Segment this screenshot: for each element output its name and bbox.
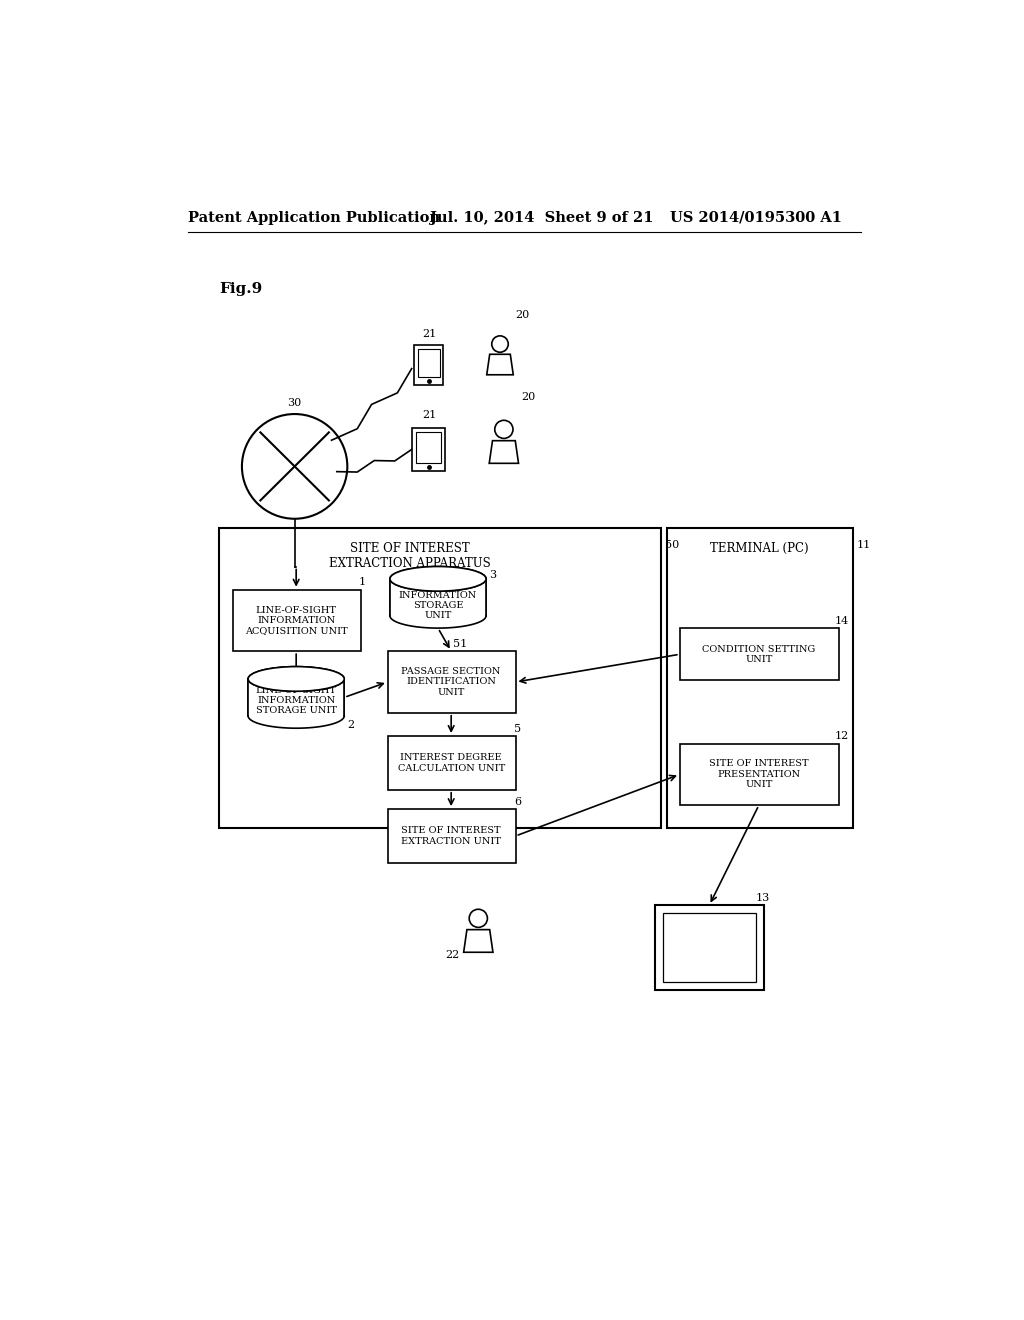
Text: 5: 5 — [514, 723, 521, 734]
Text: CONDITION SETTING
UNIT: CONDITION SETTING UNIT — [702, 644, 815, 664]
Text: LINE-OF-SIGHT
INFORMATION
ACQUISITION UNIT: LINE-OF-SIGHT INFORMATION ACQUISITION UN… — [245, 606, 347, 635]
Text: 14: 14 — [835, 616, 849, 626]
Bar — [667, 528, 853, 829]
Polygon shape — [489, 441, 518, 463]
Ellipse shape — [390, 566, 486, 591]
Polygon shape — [464, 929, 493, 952]
Bar — [417, 432, 441, 463]
Text: 20: 20 — [521, 392, 536, 403]
Text: Jul. 10, 2014  Sheet 9 of 21: Jul. 10, 2014 Sheet 9 of 21 — [430, 211, 653, 224]
Text: 2: 2 — [347, 721, 354, 730]
Bar — [388, 651, 515, 713]
Bar — [232, 590, 360, 651]
Bar — [388, 809, 515, 863]
Text: 20: 20 — [515, 310, 529, 321]
Ellipse shape — [390, 566, 486, 591]
Text: 6: 6 — [514, 797, 521, 807]
Text: 11: 11 — [856, 540, 870, 549]
Bar — [680, 743, 839, 805]
Bar — [388, 737, 515, 789]
Ellipse shape — [390, 603, 486, 628]
Bar — [390, 578, 486, 615]
Bar — [680, 628, 839, 681]
Text: GRID
INFORMATION
STORAGE
UNIT: GRID INFORMATION STORAGE UNIT — [399, 581, 477, 620]
Text: LINE-OF-SIGHT
INFORMATION
STORAGE UNIT: LINE-OF-SIGHT INFORMATION STORAGE UNIT — [256, 685, 337, 715]
Text: 21: 21 — [423, 411, 437, 420]
Text: INTEREST DEGREE
CALCULATION UNIT: INTEREST DEGREE CALCULATION UNIT — [397, 754, 505, 772]
Text: 51: 51 — [453, 639, 467, 649]
Ellipse shape — [248, 667, 344, 692]
Bar — [248, 678, 344, 715]
Text: SITE OF INTEREST
PRESENTATION
UNIT: SITE OF INTEREST PRESENTATION UNIT — [709, 759, 809, 789]
Text: US 2014/0195300 A1: US 2014/0195300 A1 — [671, 211, 843, 224]
Text: SITE OF INTEREST
EXTRACTION APPARATUS: SITE OF INTEREST EXTRACTION APPARATUS — [329, 543, 490, 570]
Bar — [414, 345, 443, 385]
Bar — [655, 906, 764, 990]
Text: 13: 13 — [756, 894, 770, 903]
Bar — [248, 715, 345, 729]
Bar — [219, 528, 662, 829]
Text: Patent Application Publication: Patent Application Publication — [188, 211, 440, 224]
Text: Fig.9: Fig.9 — [219, 281, 263, 296]
Text: 1: 1 — [359, 577, 366, 587]
Ellipse shape — [248, 667, 344, 692]
Bar — [413, 428, 445, 471]
Text: PASSAGE SECTION
IDENTIFICATION
UNIT: PASSAGE SECTION IDENTIFICATION UNIT — [401, 667, 501, 697]
Polygon shape — [486, 354, 513, 375]
Text: 12: 12 — [835, 731, 849, 742]
Bar — [663, 913, 756, 982]
Text: SITE OF INTEREST
EXTRACTION UNIT: SITE OF INTEREST EXTRACTION UNIT — [401, 826, 501, 846]
Text: 30: 30 — [287, 397, 301, 408]
Bar — [418, 348, 439, 378]
Text: TERMINAL (PC): TERMINAL (PC) — [711, 543, 809, 554]
Text: 21: 21 — [423, 329, 437, 339]
Text: 50: 50 — [665, 540, 679, 549]
Text: 22: 22 — [445, 950, 460, 960]
Bar — [389, 615, 486, 628]
Ellipse shape — [248, 704, 344, 729]
Text: 3: 3 — [489, 570, 497, 581]
